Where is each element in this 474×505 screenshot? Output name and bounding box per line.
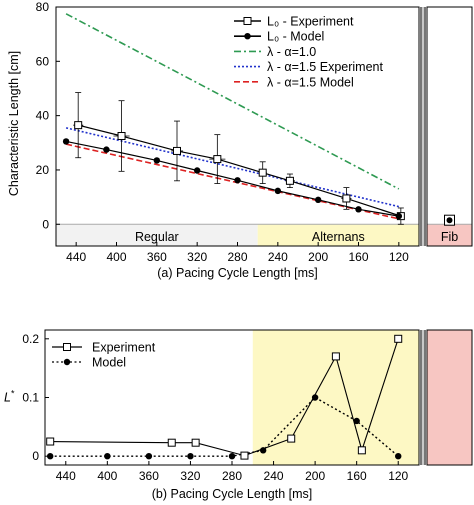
fib-frame-b	[426, 329, 473, 466]
y-tick-label: 0.2	[22, 332, 39, 346]
legend-marker-circle	[244, 33, 251, 40]
x-tick-label: 320	[187, 250, 207, 264]
regular-band	[56, 224, 258, 246]
point-experiment	[167, 438, 176, 447]
x-tick-label: 360	[147, 250, 167, 264]
fib-band-b	[427, 330, 472, 465]
region-label-alternans: Alternans	[312, 230, 365, 244]
point-l0-experiment	[285, 176, 294, 185]
x-tick-label: 200	[308, 250, 328, 264]
point-experiment	[191, 438, 200, 447]
region-label-regular: Regular	[135, 230, 179, 244]
x-tick-label: 160	[348, 250, 368, 264]
point-l0-model	[314, 196, 322, 204]
point-model	[311, 394, 319, 401]
y-tick-label: 40	[36, 109, 50, 123]
x-tick-label: 160	[347, 469, 367, 483]
point-l0-model	[355, 206, 362, 213]
series-l0-model	[65, 140, 399, 217]
x-tick-label: 440	[66, 250, 86, 264]
y-axis-label: Characteristic Length [cm]	[7, 51, 21, 196]
y-tick-label: 0	[42, 217, 49, 231]
point-experiment	[287, 434, 296, 443]
y-tick-label: 0	[32, 449, 39, 463]
y-axis-label-b: L*	[4, 389, 15, 405]
legend-marker-square	[243, 17, 252, 25]
x-tick-label: 280	[227, 250, 247, 264]
point-model	[228, 452, 236, 460]
point-model	[145, 452, 153, 460]
y-tick-label: 0.1	[22, 391, 39, 405]
x-tick-label: 440	[56, 469, 76, 483]
y-tick-label: 80	[36, 0, 50, 14]
x-tick-label: 280	[222, 469, 242, 483]
alternans-band	[257, 224, 419, 246]
x-tick-label: 240	[264, 469, 284, 483]
point-l0-model	[234, 177, 241, 184]
x-tick-label: 120	[388, 469, 408, 483]
point-l0-model	[395, 212, 403, 220]
point-model	[104, 452, 111, 460]
legend-label-3: λ - α=1.5 Experiment	[267, 60, 383, 74]
point-model	[187, 452, 194, 460]
point-experiment	[46, 437, 55, 446]
fib-frame	[426, 6, 473, 247]
x-tick-label: 240	[268, 250, 288, 264]
point-l0-experiment	[74, 121, 83, 130]
point-l0-model	[153, 157, 161, 164]
point-model	[46, 452, 54, 460]
y-tick-label: 60	[36, 54, 50, 68]
fib-point	[446, 217, 453, 224]
x-tick-label: 360	[139, 469, 159, 483]
legend-label-0: L₀ - Experiment	[267, 15, 354, 29]
point-experiment	[240, 451, 249, 460]
x-tick-label: 400	[106, 250, 126, 264]
legend-label-4: λ - α=1.5 Model	[267, 75, 354, 89]
point-l0-model	[103, 146, 110, 153]
point-model	[259, 447, 267, 454]
series-l0-experiment	[78, 124, 402, 217]
x-tick-label: 320	[180, 469, 200, 483]
x-axis-label: (a) Pacing Cycle Length [ms]	[157, 266, 318, 280]
legend-label-1: L₀ - Model	[267, 30, 324, 44]
y-tick-label: 20	[36, 163, 50, 177]
region-label-fib: Fib	[441, 230, 458, 244]
point-model	[395, 452, 402, 460]
legend-marker-circle-b	[63, 358, 71, 366]
point-l0-experiment	[173, 146, 181, 155]
point-experiment	[331, 352, 340, 361]
point-experiment	[394, 334, 403, 343]
point-l0-model	[62, 138, 70, 145]
point-model	[353, 417, 360, 425]
point-l0-experiment	[117, 132, 126, 141]
point-l0-experiment	[258, 168, 267, 177]
legend-label-b-1: Model	[92, 356, 126, 370]
point-l0-experiment	[342, 194, 351, 203]
x-tick-label: 400	[97, 469, 117, 483]
point-experiment	[357, 446, 366, 455]
legend-label-b-0: Experiment	[92, 341, 156, 355]
x-tick-label: 120	[389, 250, 409, 264]
panel-b-l-star: 440 400 360 320 280 240 200 160 120 0 0.1 0.2 (b) Pa…	[4, 329, 473, 501]
series-lambda-0	[65, 13, 400, 190]
legend-label-2: λ - α=1.0	[267, 45, 316, 59]
point-l0-model	[193, 167, 201, 174]
point-l0-model	[274, 187, 282, 195]
legend-marker-square-b	[63, 343, 71, 351]
point-l0-experiment	[213, 155, 222, 164]
x-tick-label: 200	[305, 469, 325, 483]
fib-band	[427, 224, 472, 246]
x-axis-label-b: (b) Pacing Cycle Length [ms]	[152, 487, 313, 501]
